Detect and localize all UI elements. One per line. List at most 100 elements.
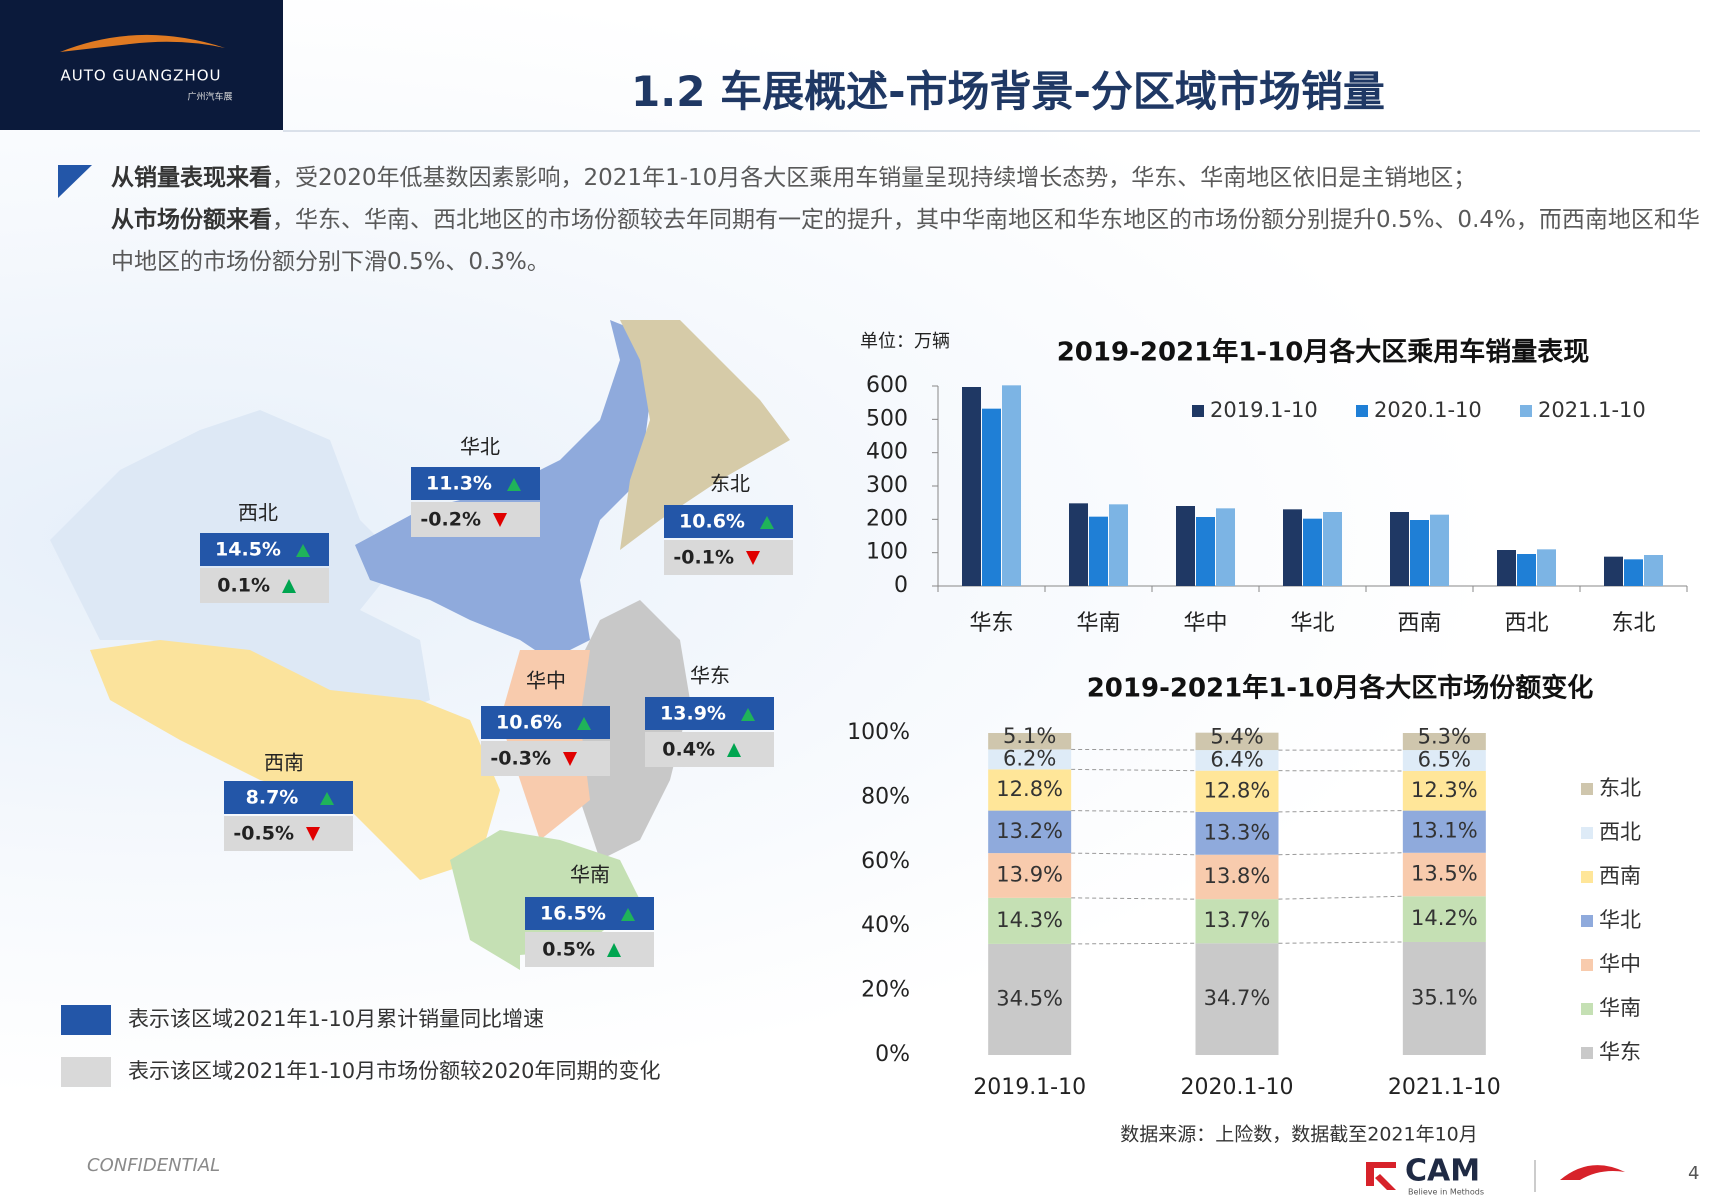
growth-arrow [621, 908, 635, 921]
region-name: 西北 [238, 501, 278, 525]
x-tick-label: 2020.1-10 [1181, 1075, 1294, 1100]
legend-swatch [1581, 871, 1593, 883]
growth-arrow [741, 708, 755, 721]
y-tick-label: 60% [861, 849, 910, 874]
trend-arrow [727, 743, 741, 757]
bar-segment [1402, 896, 1486, 942]
trend-arrow [607, 943, 621, 957]
bar-segment [1402, 941, 1486, 1055]
region-name: 华北 [460, 435, 500, 459]
share-label: -0.5% [233, 823, 294, 845]
share-box [481, 741, 610, 776]
legend-swatch [1581, 959, 1593, 971]
growth-arrow [577, 717, 591, 730]
bar-segment [1402, 750, 1486, 771]
legend-swatch [1520, 405, 1532, 417]
bar [1390, 512, 1409, 586]
bar [1537, 549, 1556, 586]
value-label: 13.9% [996, 862, 1063, 886]
y-tick-label: 0% [875, 1042, 910, 1067]
value-label: 13.3% [1204, 820, 1271, 844]
bar-segment [988, 943, 1072, 1055]
legend-swatch [1581, 783, 1593, 795]
share-label: 0.5% [542, 939, 595, 961]
connector-line [1278, 895, 1403, 900]
share-box [200, 568, 329, 603]
summary-text: ，受2020年低基数因素影响，2021年1-10月各大区乘用车销量呈现持续增长态… [272, 165, 1477, 191]
connector-line [1071, 810, 1196, 813]
growth-box [224, 781, 353, 814]
bar [962, 387, 981, 586]
growth-label: 14.5% [215, 539, 281, 561]
legend-label: 2019.1-10 [1210, 398, 1318, 422]
logo-swoosh [60, 34, 225, 52]
summary: 从销量表现来看，受2020年低基数因素影响，2021年1-10月各大区乘用车销量… [111, 157, 1711, 283]
region-name: 华中 [526, 669, 566, 693]
bar [1323, 512, 1342, 586]
bar-segment [1195, 750, 1279, 771]
legend-swatch [61, 1005, 111, 1035]
bar [1604, 556, 1623, 586]
bar-segment [988, 769, 1072, 811]
value-label: 13.7% [1204, 908, 1271, 932]
confidential: CONFIDENTIAL [87, 1155, 220, 1176]
connector-line [1278, 852, 1403, 856]
x-tick-label: 东北 [1611, 611, 1655, 636]
share-label: 0.1% [217, 575, 270, 597]
bar [1497, 550, 1516, 586]
y-tick-label: 500 [866, 406, 908, 431]
bar [1283, 509, 1302, 586]
legend-label: 华南 [1599, 996, 1641, 1020]
unit-label: 单位：万辆 [860, 331, 950, 352]
legend-label: 华中 [1599, 952, 1641, 976]
growth-box [525, 897, 654, 930]
cam-icon [1366, 1162, 1396, 1190]
value-label: 5.4% [1210, 724, 1263, 748]
x-tick-label: 华北 [1290, 611, 1334, 636]
value-label: 13.2% [996, 819, 1063, 843]
legend-label: 东北 [1599, 776, 1641, 800]
y-tick-label: 200 [866, 506, 908, 531]
bullet-icon [58, 165, 92, 198]
share-box [224, 816, 353, 851]
bar-segment [988, 853, 1072, 898]
y-tick-label: 20% [861, 978, 910, 1003]
value-label: 12.8% [1204, 778, 1271, 802]
bar-segment [1195, 732, 1279, 751]
brand: CAM [1405, 1154, 1480, 1189]
trend-arrow [306, 827, 320, 841]
growth-arrow [320, 792, 334, 805]
trend-arrow [746, 551, 760, 565]
bar [1624, 559, 1643, 586]
growth-arrow [296, 544, 310, 557]
share-box [525, 932, 654, 967]
connector-line [1071, 852, 1196, 856]
bar-segment [1402, 852, 1486, 897]
legend-swatch [1581, 1047, 1593, 1059]
bar-segment [1402, 733, 1486, 751]
growth-arrow [507, 478, 521, 491]
bar-segment [1195, 899, 1279, 944]
legend-label: 2021.1-10 [1538, 398, 1646, 422]
trend-arrow [563, 752, 577, 766]
growth-box [664, 505, 793, 538]
value-label: 12.3% [1411, 778, 1478, 802]
growth-box [200, 533, 329, 566]
bar [1430, 514, 1449, 586]
value-label: 14.2% [1411, 906, 1478, 930]
value-label: 34.7% [1204, 986, 1271, 1010]
legend-swatch [61, 1057, 111, 1087]
x-tick-label: 华南 [1076, 611, 1120, 636]
legend-label: 表示该区域2021年1-10月市场份额较2020年同期的变化 [128, 1059, 661, 1083]
bar-segment [1195, 770, 1279, 812]
bar-segment [1195, 854, 1279, 900]
region-southwest [90, 640, 500, 880]
value-label: 14.3% [996, 908, 1063, 932]
region-northeast [620, 320, 790, 550]
value-label: 13.5% [1411, 862, 1478, 886]
legend-swatch [1581, 827, 1593, 839]
bar [1216, 508, 1235, 586]
bar-segment [1195, 811, 1279, 855]
